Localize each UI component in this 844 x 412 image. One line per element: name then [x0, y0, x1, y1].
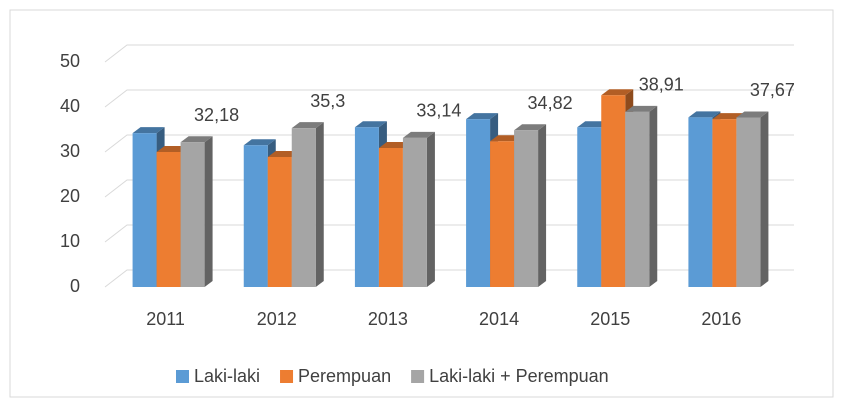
bar-face [601, 89, 634, 96]
bar-face [426, 131, 435, 287]
grid-line [104, 44, 794, 63]
data-label: 33,14 [416, 101, 461, 121]
bar-face [402, 137, 427, 287]
bar-face [204, 136, 213, 287]
bar-face [514, 124, 547, 131]
y-tick-label: 40 [60, 96, 80, 116]
bar [514, 124, 547, 287]
bar-face [688, 111, 721, 118]
grid-line [104, 179, 794, 198]
bar-face [712, 119, 737, 288]
x-tick-label: 2016 [701, 309, 741, 329]
bar-face [649, 105, 658, 287]
bar-face [315, 122, 324, 288]
bar-face [736, 111, 769, 118]
legend-label: Laki-laki + Perempuan [429, 366, 609, 386]
legend-swatch [176, 370, 189, 383]
x-tick-label: 2012 [257, 309, 297, 329]
bar-face [601, 95, 626, 287]
bar-face [402, 131, 435, 138]
bar-face [688, 117, 713, 287]
y-tick-label: 0 [70, 276, 80, 296]
legend-swatch [411, 370, 425, 383]
bar-face [354, 127, 379, 287]
bar-face [132, 127, 165, 134]
bar-face [180, 142, 205, 287]
x-tick-label: 2014 [479, 309, 519, 329]
bar-face [577, 127, 602, 287]
bar-face [243, 139, 276, 146]
legend-label: Laki-laki [194, 366, 260, 386]
bar-face [180, 136, 213, 143]
grid-line [104, 134, 794, 153]
bar-face [466, 113, 499, 120]
y-tick-label: 20 [60, 186, 80, 206]
bar-face [760, 111, 769, 287]
bar-face [354, 121, 387, 128]
bar-face [514, 130, 539, 287]
data-label: 34,82 [528, 93, 573, 113]
bar-face [736, 117, 761, 287]
data-label: 35,3 [310, 91, 345, 111]
bar-face [538, 124, 547, 287]
grid-line [104, 89, 794, 108]
bar [625, 105, 658, 287]
bar-face [243, 145, 268, 287]
y-tick-label: 30 [60, 141, 80, 161]
bar [291, 122, 324, 288]
x-tick-label: 2013 [368, 309, 408, 329]
y-tick-label: 10 [60, 231, 80, 251]
bar [402, 131, 435, 287]
bar [180, 136, 213, 287]
bar-face [490, 141, 515, 287]
bar-face [291, 122, 324, 129]
bar-face [625, 105, 658, 112]
x-tick-label: 2015 [590, 309, 630, 329]
bar-face [291, 128, 316, 287]
legend-swatch [280, 370, 294, 383]
grid-line [104, 269, 794, 288]
bar-face [378, 147, 403, 287]
x-tick-label: 2011 [146, 309, 185, 329]
legend-label: Perempuan [298, 366, 391, 386]
data-label: 38,91 [639, 75, 684, 95]
bar [736, 111, 769, 287]
grid-line [104, 224, 794, 243]
bar-face [267, 156, 292, 287]
bar-face [625, 111, 650, 287]
data-label: 32,18 [194, 105, 239, 125]
y-tick-label: 50 [60, 51, 80, 71]
bar-face [466, 119, 491, 288]
bar-face [156, 152, 181, 287]
data-label: 37,67 [750, 80, 795, 100]
bar-face [132, 133, 157, 287]
